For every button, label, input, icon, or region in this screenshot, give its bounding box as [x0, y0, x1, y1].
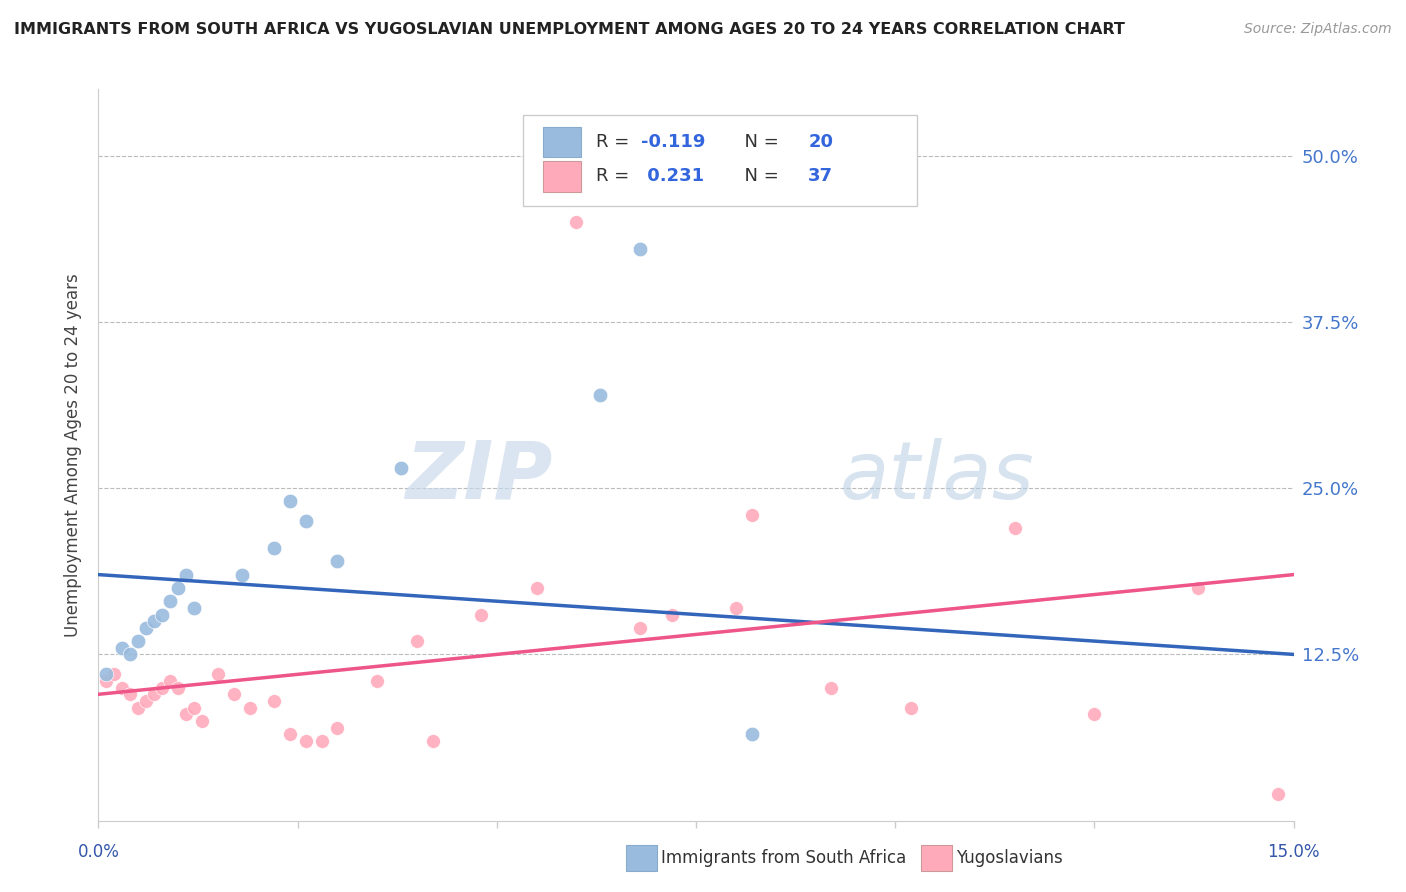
- Text: ZIP: ZIP: [405, 438, 553, 516]
- Point: [422, 734, 444, 748]
- Point: [406, 634, 429, 648]
- Point: [183, 700, 205, 714]
- Text: IMMIGRANTS FROM SOUTH AFRICA VS YUGOSLAVIAN UNEMPLOYMENT AMONG AGES 20 TO 24 YEA: IMMIGRANTS FROM SOUTH AFRICA VS YUGOSLAV…: [14, 22, 1125, 37]
- Point: [263, 694, 285, 708]
- Point: [183, 600, 205, 615]
- FancyBboxPatch shape: [543, 127, 581, 157]
- Point: [470, 607, 492, 622]
- Point: [174, 707, 197, 722]
- Point: [127, 634, 149, 648]
- Point: [150, 607, 173, 622]
- Point: [366, 673, 388, 688]
- Point: [120, 687, 142, 701]
- Text: 0.231: 0.231: [641, 167, 704, 186]
- Text: -0.119: -0.119: [641, 133, 706, 151]
- Point: [294, 515, 316, 529]
- FancyBboxPatch shape: [543, 161, 581, 192]
- Point: [741, 508, 763, 522]
- Point: [326, 554, 349, 568]
- Point: [661, 607, 683, 622]
- Point: [111, 681, 134, 695]
- Point: [741, 727, 763, 741]
- Point: [278, 727, 301, 741]
- Point: [900, 700, 922, 714]
- Text: N =: N =: [733, 167, 785, 186]
- Point: [526, 581, 548, 595]
- Point: [1187, 581, 1209, 595]
- Point: [389, 461, 412, 475]
- Point: [174, 567, 197, 582]
- Text: 20: 20: [808, 133, 834, 151]
- Text: 37: 37: [808, 167, 834, 186]
- Point: [263, 541, 285, 555]
- Point: [135, 694, 157, 708]
- Point: [150, 681, 173, 695]
- Point: [167, 581, 190, 595]
- Point: [120, 648, 142, 662]
- Point: [278, 494, 301, 508]
- Text: Source: ZipAtlas.com: Source: ZipAtlas.com: [1244, 22, 1392, 37]
- Text: Yugoslavians: Yugoslavians: [956, 849, 1063, 867]
- Text: R =: R =: [596, 133, 634, 151]
- Text: R =: R =: [596, 167, 634, 186]
- Point: [239, 700, 262, 714]
- Point: [311, 734, 333, 748]
- Point: [222, 687, 245, 701]
- Point: [143, 614, 166, 628]
- Point: [143, 687, 166, 701]
- Point: [628, 242, 651, 256]
- Point: [96, 673, 118, 688]
- Point: [326, 721, 349, 735]
- Point: [135, 621, 157, 635]
- Point: [127, 700, 149, 714]
- Point: [565, 215, 588, 229]
- Point: [1004, 521, 1026, 535]
- Point: [294, 734, 316, 748]
- Point: [628, 621, 651, 635]
- Text: atlas: atlas: [839, 438, 1035, 516]
- Point: [589, 388, 612, 402]
- FancyBboxPatch shape: [523, 115, 917, 206]
- Point: [111, 640, 134, 655]
- Text: Immigrants from South Africa: Immigrants from South Africa: [661, 849, 905, 867]
- Point: [167, 681, 190, 695]
- Point: [159, 673, 181, 688]
- Point: [724, 600, 747, 615]
- Point: [1083, 707, 1105, 722]
- Point: [159, 594, 181, 608]
- Point: [191, 714, 214, 728]
- Text: 0.0%: 0.0%: [77, 843, 120, 861]
- Y-axis label: Unemployment Among Ages 20 to 24 years: Unemployment Among Ages 20 to 24 years: [65, 273, 83, 637]
- Text: 15.0%: 15.0%: [1267, 843, 1320, 861]
- Point: [820, 681, 842, 695]
- Text: N =: N =: [733, 133, 785, 151]
- Point: [103, 667, 125, 681]
- Point: [207, 667, 229, 681]
- Point: [231, 567, 253, 582]
- Point: [1267, 787, 1289, 801]
- Point: [96, 667, 118, 681]
